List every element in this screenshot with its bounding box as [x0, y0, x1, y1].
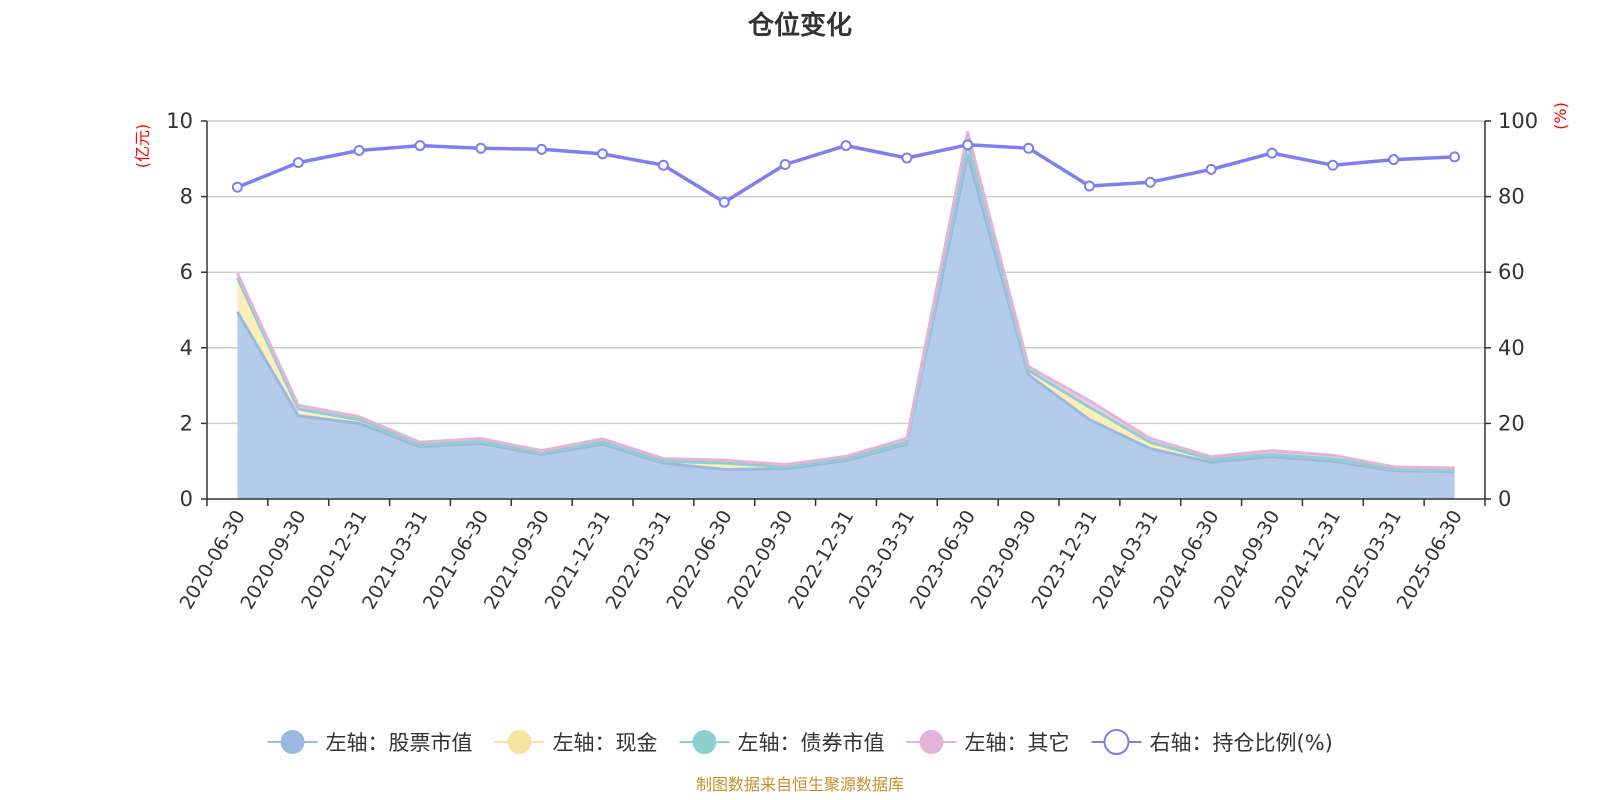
legend-marker-dot — [507, 730, 532, 754]
left-axis-unit: (亿元) — [133, 124, 152, 169]
ratio-point — [779, 158, 791, 170]
ratio-point — [962, 139, 974, 151]
legend-marker-dot — [692, 730, 717, 754]
line-左轴：债券市值 — [236, 142, 1455, 472]
area-左轴：其它 — [237, 132, 1455, 471]
ratio-point — [475, 142, 487, 154]
left-tick-label: 8 — [180, 185, 193, 209]
stacked-areas — [237, 132, 1455, 499]
grid-lines — [207, 120, 1485, 425]
ratio-point — [353, 144, 365, 156]
right-tick-label: 100 — [1498, 109, 1538, 133]
area-左轴：现金 — [237, 143, 1455, 472]
line-左轴：股票市值 — [236, 153, 1455, 474]
ratio-point — [414, 140, 426, 152]
right-axis-unit: (%) — [1551, 102, 1570, 130]
area-左轴：债券市值 — [237, 143, 1455, 471]
line-左轴：现金 — [236, 142, 1455, 472]
right-tick-label: 0 — [1498, 487, 1511, 511]
ratio-point — [1023, 142, 1035, 154]
chart-title: 仓位变化 — [747, 10, 852, 41]
legend-label: 左轴：现金 — [553, 731, 658, 755]
left-tick-label: 0 — [180, 487, 193, 511]
ratio-point — [1205, 163, 1217, 175]
ratio-point — [1083, 180, 1095, 192]
ratio-point — [901, 152, 913, 164]
axes: 02468100204060801002020-06-302020-09-302… — [166, 109, 1538, 613]
legend: 左轴：股票市值 左轴：现金 左轴：债券市值 左轴：其它 右轴：持仓比例(%) — [267, 729, 1333, 755]
right-tick-label: 20 — [1498, 411, 1525, 435]
left-tick-label: 2 — [180, 411, 193, 435]
ratio-point — [292, 157, 304, 169]
ratio-points — [231, 139, 1461, 208]
legend-marker-dot — [280, 730, 305, 754]
x-tick-label: 2025-06-30 — [1393, 507, 1467, 614]
left-tick-label: 4 — [180, 336, 193, 360]
line-左轴：其它 — [236, 130, 1455, 470]
legend-label: 左轴：债券市值 — [738, 731, 885, 755]
ratio-point — [1449, 151, 1461, 163]
ratio-point — [1144, 176, 1156, 188]
legend-marker-dot — [1103, 729, 1130, 755]
ratio-point — [1388, 154, 1400, 166]
right-tick-label: 40 — [1498, 336, 1525, 360]
right-tick-label: 60 — [1498, 260, 1525, 284]
area-左轴：股票市值 — [237, 155, 1455, 499]
legend-label: 右轴：持仓比例(%) — [1150, 731, 1333, 755]
ratio-point — [1327, 159, 1339, 171]
series-lines — [236, 130, 1455, 474]
right-tick-label: 80 — [1498, 185, 1525, 209]
ratio-point — [231, 181, 243, 193]
ratio-point — [840, 140, 852, 152]
left-tick-label: 10 — [166, 109, 193, 133]
legend-marker-dot — [919, 730, 944, 754]
legend-label: 左轴：其它 — [965, 731, 1070, 755]
ratio-point — [1266, 147, 1278, 159]
ratio-point — [597, 148, 609, 160]
ratio-point — [718, 196, 730, 208]
ratio-point — [536, 143, 548, 155]
legend-label: 左轴：股票市值 — [326, 731, 473, 755]
ratio-point — [657, 159, 669, 171]
left-tick-label: 6 — [180, 260, 193, 284]
source-note: 制图数据来自恒生聚源数据库 — [696, 775, 904, 794]
